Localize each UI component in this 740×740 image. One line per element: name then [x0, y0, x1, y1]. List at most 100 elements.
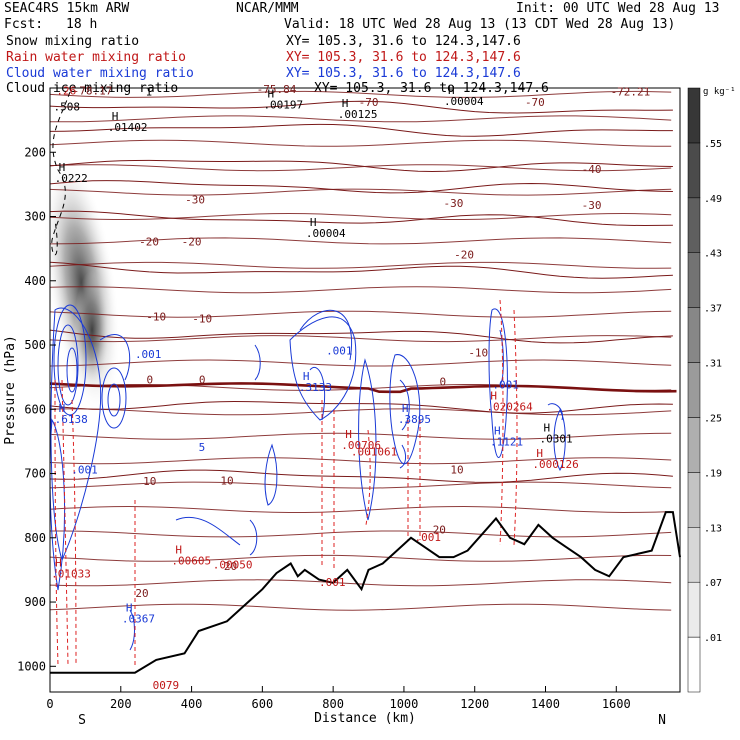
x-tick-label: 600 — [252, 697, 274, 711]
isotherm-label: -10 — [146, 311, 166, 324]
isotherm-line — [49, 100, 673, 114]
contour-value-label: .001 — [415, 531, 442, 544]
extremum-value: .00004 — [306, 227, 346, 240]
x-tick-label: 800 — [322, 697, 344, 711]
isotherm-line — [49, 359, 672, 367]
isotherm-line — [49, 261, 673, 279]
isotherm-line — [49, 481, 672, 489]
extremum-marker: H — [402, 402, 409, 415]
extremum-value: .00706 — [341, 439, 381, 452]
isotherm-label: -20 — [454, 248, 474, 261]
isotherm-label: -20 — [139, 235, 159, 248]
y-tick-label: 900 — [24, 595, 46, 609]
isotherm-label: -30 — [582, 199, 602, 212]
colorbar-level-label: .01 — [704, 633, 722, 644]
y-tick-label: 300 — [24, 210, 46, 224]
model-title: SEAC4RS 15km ARW — [4, 1, 130, 16]
y-tick-label: 1000 — [17, 659, 46, 673]
isotherm-line — [49, 432, 672, 440]
extremum-marker: H — [494, 425, 501, 438]
field-cloudwater-name: Cloud water mixing ratio — [6, 66, 194, 81]
contour-value-label: .26 — [56, 84, 76, 97]
axes: 0 200 400 600 800 1000 1200 1400 160020030040050… — [3, 87, 681, 728]
colorbar-swatch — [687, 197, 701, 253]
terrain-profile — [50, 511, 681, 674]
isotherm-label: -30 — [185, 194, 205, 207]
extremum-marker: H — [345, 428, 352, 441]
colorbar-level-label: .07 — [704, 578, 722, 589]
x-tick-label: 400 — [181, 697, 203, 711]
isotherm-label: -30 — [444, 197, 464, 210]
isotherm-line — [49, 408, 672, 416]
init-label: Init: 00 UTC Wed 28 Aug 13 — [516, 1, 720, 16]
isotherm-label: 20 — [224, 560, 237, 573]
colorbar: .01 .07 .13 .19 .25 .31 .37 .43 .49 .55 g kg⁻¹ — [687, 87, 736, 693]
field-rain-name: Rain water mixing ratio — [6, 50, 187, 65]
isotherm-line — [49, 237, 672, 245]
extremum-value: .0222 — [55, 172, 88, 185]
isotherm-line — [49, 159, 673, 173]
isotherm-line — [49, 505, 672, 514]
colorbar-swatch — [687, 472, 701, 528]
isotherm-line — [49, 139, 672, 147]
isotherm-label: -70 — [525, 96, 545, 109]
extremum-marker: H — [59, 402, 66, 415]
contour-value-label: 0079 — [153, 679, 180, 692]
isotherm-line — [49, 469, 673, 483]
colorbar-swatch — [687, 362, 701, 418]
isotherm-label: -20 — [182, 235, 202, 248]
extremum-value: .00125 — [338, 108, 378, 121]
south-label: S — [78, 713, 86, 728]
isotherm-label: -70 — [359, 96, 379, 109]
extremum-marker: H — [490, 389, 497, 402]
colorbar-swatch — [687, 142, 701, 199]
extremum-value: .01402 — [108, 121, 148, 134]
extremum-value: .00605 — [171, 554, 211, 567]
snow-shading — [43, 156, 121, 414]
isotherm-label: 10 — [450, 464, 463, 477]
colorbar-swatch — [687, 636, 701, 693]
isotherm-label: -10 — [468, 347, 488, 360]
field-cloudwater-xy: XY= 105.3, 31.6 to 124.3,147.6 — [286, 66, 521, 81]
extremum-marker: H — [536, 447, 543, 460]
isotherm-line — [49, 212, 672, 220]
isotherm-line — [49, 286, 672, 294]
contour-value-label: .001 — [326, 345, 353, 358]
colorbar-swatch — [687, 581, 701, 638]
x-tick-label: 1200 — [460, 697, 489, 711]
extremum-value: .3133 — [299, 381, 332, 394]
contour-value-label: .508 — [54, 100, 80, 113]
isotherm-line — [49, 310, 672, 318]
extremum-value: .1121 — [490, 436, 523, 449]
colorbar-swatch — [687, 417, 701, 473]
extremum-value: .0367 — [122, 612, 155, 625]
cloud-ice-contour — [51, 91, 71, 256]
isotherm-label: -75.84 — [257, 83, 297, 96]
fcst-value: 18 h — [66, 17, 98, 32]
x-tick-label: 0 — [46, 697, 53, 711]
extremum-value: .01033 — [51, 567, 91, 580]
isotherm-line — [49, 164, 672, 172]
isotherm-line — [49, 457, 672, 465]
extremum-value: .00004 — [444, 95, 484, 108]
extremum-marker: H — [267, 87, 274, 100]
extremum-marker: H — [544, 421, 551, 434]
extremum-marker: H — [55, 556, 62, 569]
colorbar-swatch — [687, 252, 701, 308]
x-tick-label: 200 — [110, 697, 132, 711]
extremum-value: .00197 — [263, 98, 303, 111]
colorbar-level-label: .49 — [704, 194, 722, 205]
isotherm-line — [49, 123, 673, 137]
isotherm-line — [49, 335, 672, 343]
colorbar-level-label: .37 — [704, 304, 722, 315]
extremum-marker: H — [59, 161, 66, 174]
isotherm-line — [49, 400, 673, 414]
isotherm-line — [49, 210, 673, 227]
isotherm-label: -78.17 — [73, 84, 113, 97]
producer-label: NCAR/MMM — [236, 1, 299, 16]
field-snow-name: Snow mixing ratio — [6, 34, 140, 49]
colorbar-level-label: .13 — [704, 523, 722, 534]
extremum-value: .020264 — [486, 400, 533, 413]
isotherm-line — [49, 115, 672, 123]
